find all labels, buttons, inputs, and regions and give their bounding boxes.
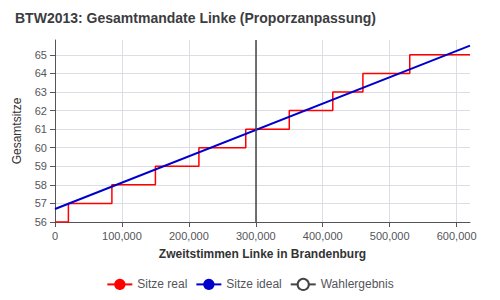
svg-text:Sitze ideal: Sitze ideal — [226, 277, 281, 291]
svg-text:58: 58 — [35, 179, 47, 191]
svg-text:65: 65 — [35, 49, 47, 61]
svg-text:56: 56 — [35, 216, 47, 228]
svg-text:100,000: 100,000 — [102, 230, 142, 242]
svg-text:500,000: 500,000 — [370, 230, 410, 242]
svg-text:60: 60 — [35, 142, 47, 154]
svg-text:300,000: 300,000 — [236, 230, 276, 242]
svg-text:Sitze real: Sitze real — [137, 277, 187, 291]
svg-text:64: 64 — [35, 67, 47, 79]
svg-text:61: 61 — [35, 123, 47, 135]
svg-text:Zweitstimmen Linke in Brandenb: Zweitstimmen Linke in Brandenburg — [159, 247, 366, 261]
svg-text:0: 0 — [52, 230, 58, 242]
svg-text:57: 57 — [35, 197, 47, 209]
svg-text:63: 63 — [35, 86, 47, 98]
svg-text:Gesamtsitze: Gesamtsitze — [10, 97, 24, 164]
svg-text:Wahlergebnis: Wahlergebnis — [321, 277, 394, 291]
svg-text:400,000: 400,000 — [303, 230, 343, 242]
svg-text:600,000: 600,000 — [437, 230, 477, 242]
svg-text:62: 62 — [35, 105, 47, 117]
svg-text:BTW2013: Gesamtmandate Linke (: BTW2013: Gesamtmandate Linke (Proporzanp… — [15, 10, 376, 26]
svg-text:200,000: 200,000 — [169, 230, 209, 242]
svg-text:59: 59 — [35, 160, 47, 172]
